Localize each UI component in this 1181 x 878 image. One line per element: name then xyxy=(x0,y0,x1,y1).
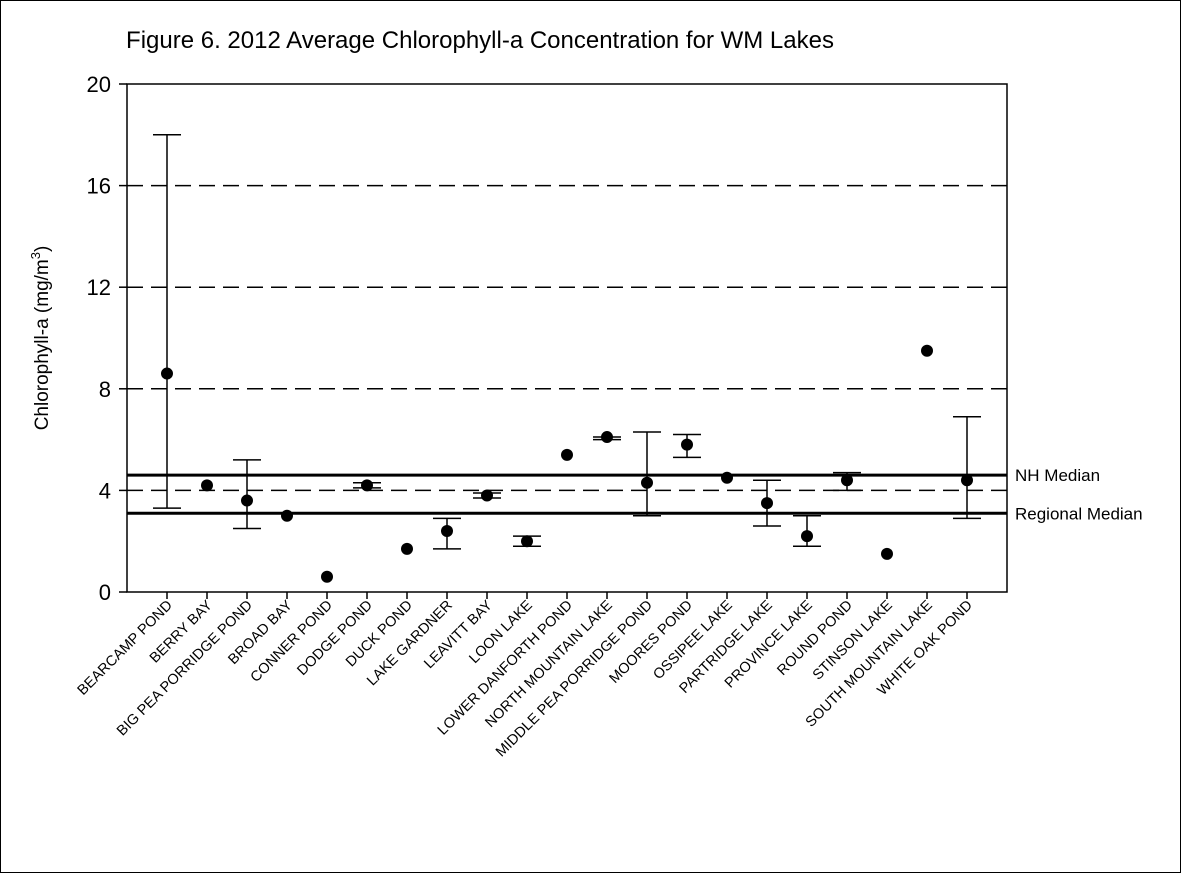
y-tick-label: 20 xyxy=(87,72,111,97)
point xyxy=(801,530,813,543)
point xyxy=(281,509,293,522)
point xyxy=(361,479,373,492)
y-tick-label: 8 xyxy=(99,377,111,402)
chart-title: Figure 6. 2012 Average Chlorophyll-a Con… xyxy=(126,27,834,54)
point xyxy=(881,547,893,560)
point xyxy=(521,535,533,548)
point xyxy=(481,489,493,502)
point xyxy=(641,476,653,489)
y-tick-label: 0 xyxy=(99,580,111,605)
point xyxy=(161,367,173,380)
point xyxy=(401,542,413,555)
point xyxy=(921,344,933,357)
y-tick-label: 12 xyxy=(87,275,111,300)
y-label-part: Chlorophyll-a (mg/m xyxy=(32,259,53,430)
y-label-part: ) xyxy=(32,246,53,252)
point xyxy=(841,474,853,487)
point xyxy=(601,431,613,444)
point xyxy=(681,438,693,451)
y-axis-label: Chlorophyll-a (mg/m3) xyxy=(28,246,53,431)
point xyxy=(441,525,453,538)
point xyxy=(561,448,573,461)
point xyxy=(321,570,333,583)
y-tick-label: 4 xyxy=(99,478,111,503)
reference-label: Regional Median xyxy=(1015,504,1143,523)
point xyxy=(721,471,733,484)
point xyxy=(961,474,973,487)
reference-label: NH Median xyxy=(1015,466,1100,485)
y-label-sup: 3 xyxy=(28,252,43,259)
point xyxy=(241,494,253,507)
point xyxy=(761,497,773,510)
point xyxy=(201,479,213,492)
y-tick-label: 16 xyxy=(87,174,111,199)
